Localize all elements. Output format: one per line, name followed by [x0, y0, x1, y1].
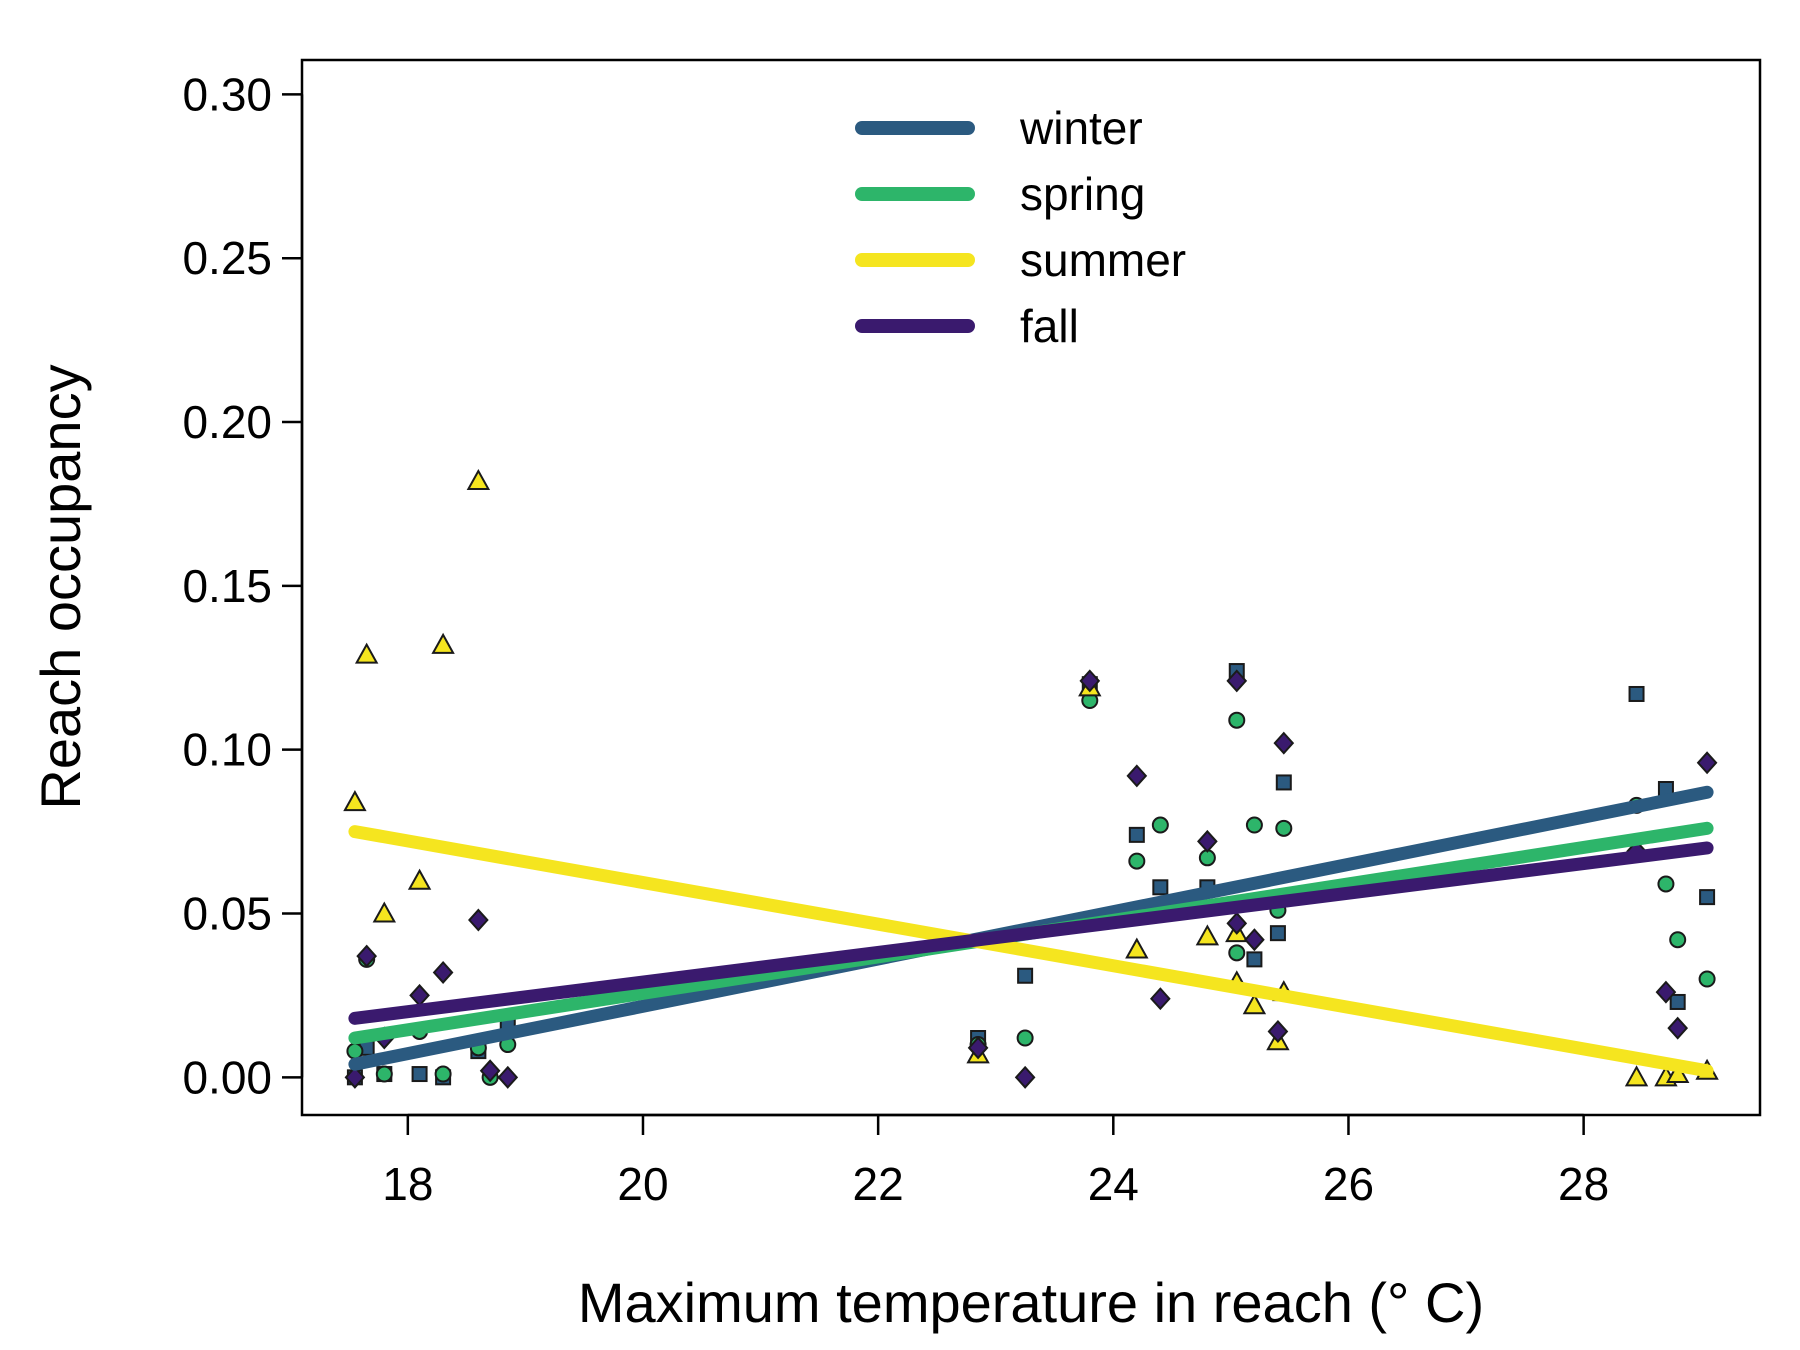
legend: winter spring summer fall — [855, 102, 1186, 352]
y-tick-label: 0.20 — [182, 396, 272, 448]
spring-point — [1128, 852, 1146, 870]
fall-point — [468, 908, 489, 932]
fall-point — [1197, 829, 1218, 853]
summer-point — [1125, 937, 1149, 959]
spring-point — [1669, 931, 1687, 949]
y-tick-label: 0.00 — [182, 1051, 272, 1103]
fall-point — [432, 960, 454, 984]
winter-point — [1628, 685, 1645, 702]
winter-point — [1275, 774, 1292, 791]
x-tick-label: 20 — [617, 1158, 668, 1210]
summer-point — [1624, 1065, 1649, 1087]
fall-point — [1079, 669, 1101, 693]
x-tick-label: 22 — [853, 1158, 904, 1210]
spring-point — [1228, 711, 1246, 729]
fall-point — [1696, 751, 1718, 775]
y-axis: 0.00 0.05 0.10 0.15 0.20 0.25 0.30 — [182, 68, 304, 1103]
summer-point — [1242, 993, 1267, 1015]
spring-point — [375, 1065, 393, 1083]
x-tick-label: 18 — [382, 1158, 433, 1210]
fall-point — [479, 1059, 501, 1083]
y-tick-label: 0.10 — [182, 724, 272, 776]
spring-point — [1657, 875, 1675, 893]
spring-point — [346, 1042, 364, 1060]
fall-point — [1226, 911, 1248, 935]
spring-point — [1228, 944, 1246, 962]
fall-point — [1014, 1065, 1036, 1089]
spring-point — [434, 1065, 452, 1083]
summer-point — [1195, 924, 1220, 946]
y-tick-label: 0.30 — [182, 68, 272, 120]
y-axis-title: Reach occupancy — [29, 364, 92, 809]
summer-point — [354, 642, 379, 664]
spring-point — [1016, 1029, 1034, 1047]
summer-point — [466, 468, 491, 491]
summer-point — [431, 632, 455, 654]
winter-point — [1128, 826, 1145, 843]
spring-point — [1698, 970, 1716, 988]
fall-point — [1244, 928, 1265, 952]
summer-trend-line — [348, 825, 1714, 1078]
fall-point — [497, 1065, 519, 1089]
spring-point — [1151, 816, 1169, 834]
y-tick-label: 0.25 — [182, 232, 272, 284]
summer-point — [372, 901, 397, 923]
fall-point — [1149, 987, 1171, 1011]
winter-point — [1152, 879, 1169, 896]
fall-point — [356, 944, 378, 968]
winter-point — [411, 1066, 428, 1083]
legend-label-spring: spring — [1020, 168, 1145, 220]
summer-point — [343, 790, 367, 812]
winter-point — [1246, 951, 1263, 968]
summer-point — [407, 868, 432, 890]
spring-point — [1275, 819, 1293, 837]
fall-point — [967, 1036, 989, 1060]
fall-point — [344, 1065, 366, 1089]
legend-label-summer: summer — [1020, 234, 1186, 286]
spring-point — [1245, 816, 1263, 834]
fall-point — [1226, 669, 1248, 693]
trend-layer — [348, 785, 1714, 1078]
winter-point — [1269, 925, 1286, 942]
fall-trend-line — [348, 841, 1714, 1025]
winter-point — [1017, 967, 1034, 984]
x-tick-label: 28 — [1558, 1158, 1609, 1210]
legend-label-winter: winter — [1019, 102, 1143, 154]
fall-point — [1667, 1016, 1689, 1040]
legend-label-fall: fall — [1020, 300, 1079, 352]
y-tick-label: 0.15 — [182, 560, 272, 612]
winter-point — [1669, 993, 1686, 1010]
fall-point — [1655, 980, 1677, 1004]
x-tick-label: 24 — [1088, 1158, 1139, 1210]
y-tick-label: 0.05 — [182, 888, 272, 940]
fall-point — [1126, 764, 1148, 788]
x-axis-title: Maximum temperature in reach (° C) — [578, 1271, 1484, 1334]
x-tick-label: 26 — [1323, 1158, 1374, 1210]
x-axis: 18 20 22 24 26 28 — [382, 1113, 1609, 1210]
fall-point — [1267, 1019, 1289, 1043]
winter-point — [1699, 889, 1716, 906]
fall-point — [1273, 731, 1295, 755]
